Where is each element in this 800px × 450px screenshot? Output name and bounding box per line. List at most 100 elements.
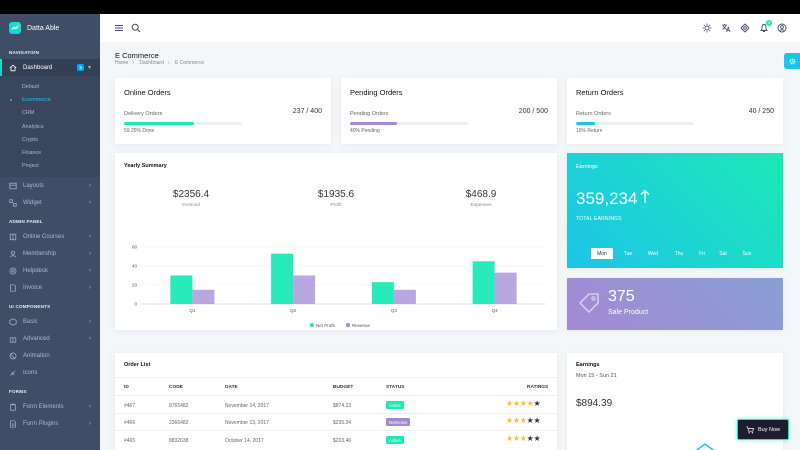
sidebar-sub-ecommerce[interactable]: Ecommerce (0, 93, 100, 106)
sidebar-item-label: Dashboard (23, 64, 53, 71)
day-tab-fri[interactable]: Fri (699, 250, 705, 257)
card-value: 200 / 500 (518, 108, 548, 115)
pending-orders-card: Pending Orders Pending Orders 200 / 500 … (341, 78, 557, 144)
star-filled-icon[interactable]: ★ (526, 399, 534, 408)
user-icon[interactable] (776, 22, 788, 34)
breadcrumb-separator: › (167, 60, 170, 66)
cell-code: 2366482 (169, 420, 189, 426)
return-orders-card: Return Orders Return Orders 40 / 250 16%… (567, 78, 783, 144)
stat-label: Profit (330, 203, 342, 208)
book-icon (9, 233, 17, 241)
star-filled-icon[interactable]: ★ (506, 399, 513, 408)
language-icon[interactable] (720, 22, 732, 34)
cell-code: 8765482 (169, 403, 189, 409)
top-header: 3 (100, 14, 800, 42)
star-filled-icon[interactable]: ★ (512, 434, 520, 443)
breadcrumb-dashboard[interactable]: Dashboard (139, 60, 164, 66)
progress-fill (350, 122, 398, 125)
day-tab-thu[interactable]: Thu (674, 250, 684, 257)
sidebar-item-invoice[interactable]: Invoice › (0, 279, 100, 296)
bar-net-profit (472, 261, 495, 304)
sidebar-item-layouts[interactable]: Layouts › (0, 177, 100, 194)
sidebar-sub-crm[interactable]: CRM (22, 110, 35, 117)
sidebar-item-label: Form Elements (23, 403, 64, 410)
card-title: Pending Orders (350, 88, 403, 97)
bar-revenue (393, 289, 416, 304)
buy-now-button[interactable]: Buy Now (737, 419, 789, 440)
sidebar-item-helpdesk[interactable]: Helpdesk › (0, 262, 100, 279)
breadcrumb-home[interactable]: Home (115, 60, 129, 66)
star-empty-icon[interactable]: ★ (533, 416, 541, 425)
sidebar-item-basic[interactable]: Basic › (0, 313, 100, 330)
cell-budget: $233.46 (333, 438, 352, 444)
sun-icon[interactable] (701, 22, 713, 34)
star-empty-icon[interactable]: ★ (526, 416, 534, 425)
sidebar-item-label: Widget (23, 199, 42, 206)
brand[interactable]: Datta Able (0, 14, 100, 42)
day-tab-sun[interactable]: Sun (742, 250, 752, 257)
day-tab-wed[interactable]: Wed (647, 250, 659, 257)
settings-gear-button[interactable] (784, 53, 800, 69)
star-empty-icon[interactable]: ★ (526, 434, 534, 443)
y-tick-label: 20 (132, 283, 138, 288)
day-tab-sat[interactable]: Sat (719, 250, 727, 257)
notification-count: 3 (766, 20, 772, 26)
layout-icon (9, 182, 17, 190)
star-filled-icon[interactable]: ★ (506, 434, 513, 443)
section-caption-forms: Forms (9, 389, 27, 395)
sidebar-item-form-plugins[interactable]: Form Plugins › (0, 415, 100, 432)
sidebar-item-label: Form Plugins (23, 420, 59, 427)
sidebar-sub-finance[interactable]: Finance (22, 150, 42, 157)
section-caption-ui: UI Components (9, 304, 51, 310)
sidebar-item-dashboard[interactable]: Dashboard 5 ▾ (0, 59, 100, 76)
day-tab-mon[interactable]: Mon (591, 248, 613, 259)
sidebar-sub-project[interactable]: Project (22, 163, 39, 170)
help-icon (9, 267, 17, 275)
crosshair-icon[interactable] (739, 22, 751, 34)
day-tab-tue[interactable]: Tue (623, 250, 633, 257)
col-header-ratings: RATINGS (527, 385, 549, 390)
breadcrumb: Home › Dashboard › E Commerce (115, 60, 208, 66)
sidebar: Datta Able Navigation Dashboard 5 ▾ Defa… (0, 14, 100, 450)
sidebar-item-membership[interactable]: Membership › (0, 245, 100, 262)
sidebar-item-label: Advanced (23, 335, 50, 342)
chevron-right-icon: › (89, 403, 91, 410)
star-filled-icon[interactable]: ★ (519, 399, 527, 408)
decorative-shape (695, 443, 715, 450)
sidebar-item-advanced[interactable]: Advanced › (0, 330, 100, 347)
x-tick-label: Q4 (492, 308, 499, 313)
sidebar-sub-analytics[interactable]: Analytics (22, 123, 44, 130)
star-empty-icon[interactable]: ★ (533, 434, 541, 443)
sidebar-sub-default[interactable]: Default (22, 83, 40, 90)
sidebar-sub-crypto[interactable]: Crypto (22, 136, 38, 143)
star-empty-icon[interactable]: ★ (533, 399, 541, 408)
sidebar-item-online-courses[interactable]: Online Courses › (0, 228, 100, 245)
earnings-amount: 359,234 (576, 189, 650, 209)
star-filled-icon[interactable]: ★ (506, 416, 513, 425)
search-icon[interactable] (130, 22, 142, 34)
star-filled-icon[interactable]: ★ (519, 416, 527, 425)
dashboard-submenu: Default Ecommerce CRM Analytics Crypto F… (0, 76, 100, 178)
progress-bar (576, 122, 694, 125)
tag-icon (577, 291, 601, 320)
online-orders-card: Online Orders Delivery Orders 237 / 400 … (115, 78, 331, 144)
divider (115, 430, 557, 431)
file-icon (9, 284, 17, 292)
menu-icon[interactable] (113, 22, 125, 34)
card-title: Earnings (576, 362, 600, 368)
rating-stars: ★★★★★ (506, 416, 541, 425)
sidebar-item-animation[interactable]: Animation (0, 347, 100, 364)
star-filled-icon[interactable]: ★ (519, 434, 527, 443)
order-list-card: Order List (115, 353, 557, 450)
bell-icon[interactable]: 3 (758, 20, 772, 34)
chevron-right-icon: › (89, 182, 91, 189)
cell-date: October 14, 2017 (225, 438, 264, 444)
widget-icon (9, 199, 17, 207)
sidebar-item-icons[interactable]: Icons (0, 364, 100, 381)
star-filled-icon[interactable]: ★ (512, 416, 520, 425)
sidebar-item-form-elements[interactable]: Form Elements › (0, 398, 100, 415)
sidebar-item-widget[interactable]: Widget › (0, 194, 100, 211)
gift-icon (9, 335, 17, 343)
star-filled-icon[interactable]: ★ (512, 399, 520, 408)
file-text-icon (9, 420, 17, 428)
